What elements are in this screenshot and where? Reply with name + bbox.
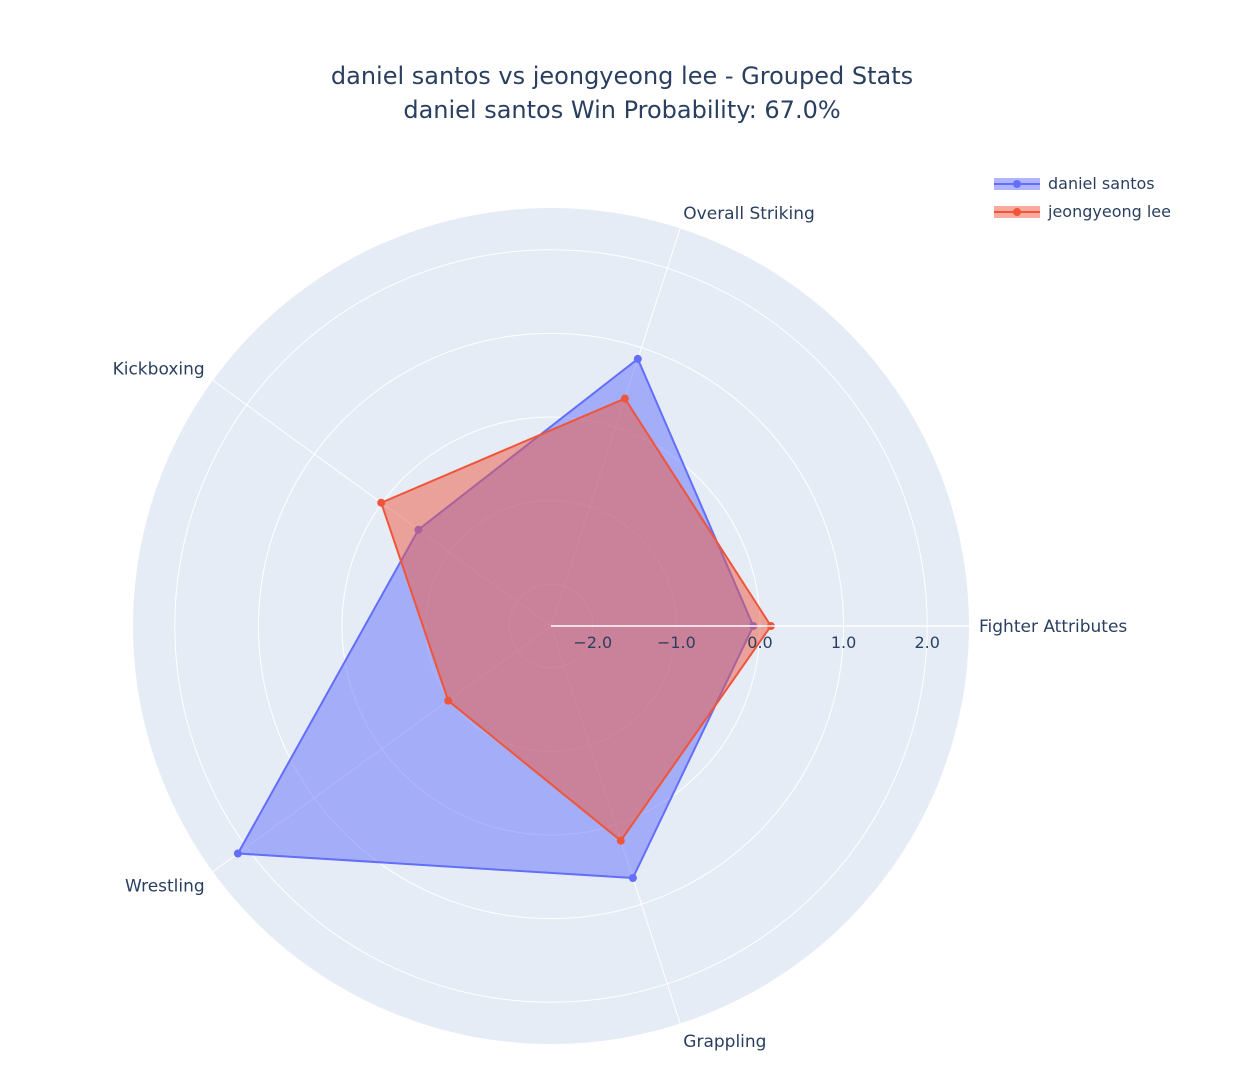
legend: daniel santos jeongyeong lee bbox=[994, 172, 1171, 228]
legend-swatch-daniel-santos bbox=[994, 178, 1040, 190]
radial-tick-label: 2.0 bbox=[914, 633, 939, 652]
radial-tick-label: 0.0 bbox=[747, 633, 772, 652]
category-label-2: Kickboxing bbox=[113, 359, 205, 379]
legend-item-jeongyeong-lee[interactable]: jeongyeong lee bbox=[994, 200, 1171, 228]
series-1-point-1[interactable] bbox=[620, 394, 629, 403]
series-1-point-3[interactable] bbox=[444, 696, 453, 705]
series-1-point-4[interactable] bbox=[616, 836, 625, 845]
chart-subtitle: daniel santos Win Probability: 67.0% bbox=[403, 96, 841, 124]
radial-tick-label: 1.0 bbox=[831, 633, 856, 652]
chart-title: daniel santos vs jeongyeong lee - Groupe… bbox=[330, 62, 914, 90]
radial-tick-label: −1.0 bbox=[657, 633, 696, 652]
legend-swatch-jeongyeong-lee bbox=[994, 206, 1040, 218]
radial-tick-labels: −2.0 −1.0 0.0 1.0 2.0 bbox=[551, 625, 969, 652]
category-label-0: Fighter Attributes bbox=[979, 617, 1127, 637]
series-1-point-2[interactable] bbox=[377, 498, 386, 507]
legend-label-jeongyeong-lee: jeongyeong lee bbox=[1048, 202, 1171, 221]
legend-item-daniel-santos[interactable]: daniel santos bbox=[994, 172, 1171, 200]
series-0-point-4[interactable] bbox=[628, 874, 637, 882]
series-layer bbox=[233, 354, 775, 882]
legend-label-daniel-santos: daniel santos bbox=[1048, 174, 1155, 193]
category-label-4: Grappling bbox=[683, 1032, 766, 1052]
angular-category-labels: Fighter Attributes Overall Striking Kickbo… bbox=[113, 204, 1128, 1052]
category-label-3: Wrestling bbox=[125, 877, 205, 897]
series-0-point-1[interactable] bbox=[633, 354, 642, 363]
radial-tick-label: −2.0 bbox=[573, 633, 612, 652]
category-label-1: Overall Striking bbox=[683, 204, 814, 224]
series-area-1[interactable] bbox=[380, 397, 772, 842]
series-0-point-3[interactable] bbox=[233, 849, 242, 858]
